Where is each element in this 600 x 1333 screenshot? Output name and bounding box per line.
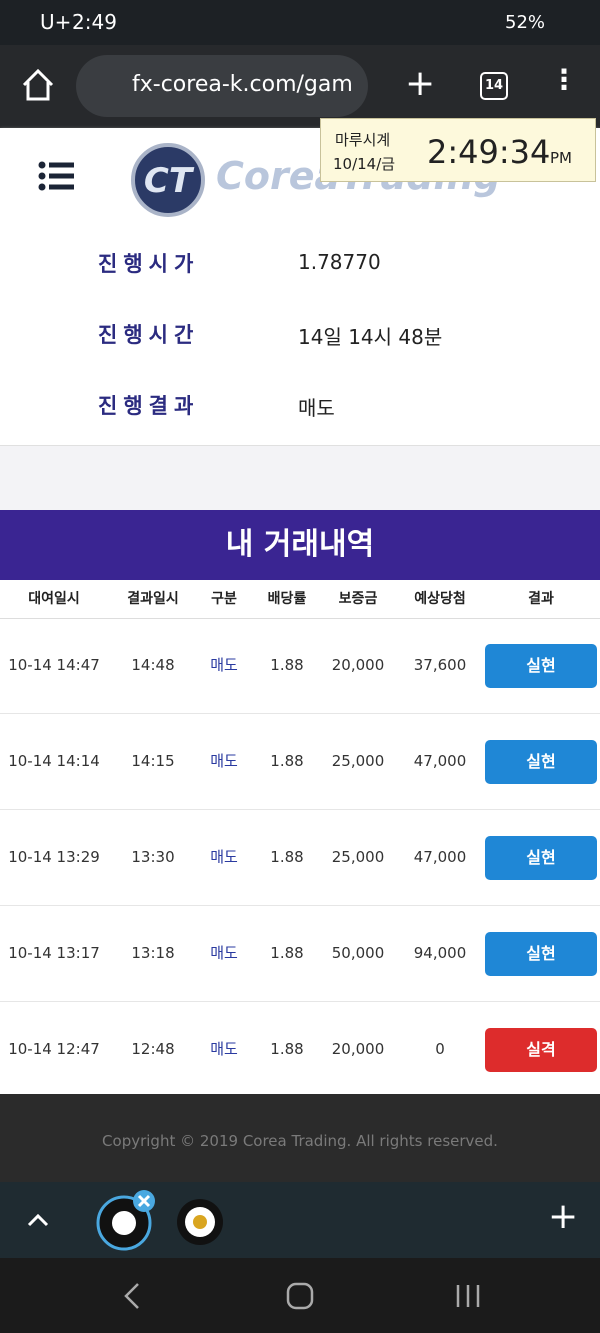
table-row: 10-14 12:47 12:48 매도 1.88 20,000 0 실격 [0,1002,600,1098]
column-header: 구분 [211,591,237,607]
result-button[interactable]: 실현 [485,644,597,688]
result-button[interactable]: 실현 [485,932,597,976]
new-tab[interactable]: + [405,63,436,104]
info-label: 진행결과 [98,394,200,418]
table-row: 10-14 14:47 14:48 매도 1.88 20,000 37,600 실현 [0,618,600,714]
result-button[interactable]: 실격 [485,1028,597,1072]
table-cell: 25,000 [331,752,385,770]
table-cell: 25,000 [331,848,385,866]
table-cell: 1.88 [270,944,304,962]
clock-time: 2:49:34 [427,133,551,171]
trade-type: 매도 [210,752,238,770]
clock-name: 마루시계 [335,131,391,149]
tab-count[interactable]: 14 [480,72,508,100]
table-cell: 1.88 [270,1040,304,1058]
table-row: 10-14 13:17 13:18 매도 1.88 50,000 94,000 실현 [0,906,600,1002]
info-label: 진행시가 [98,252,200,276]
table-cell: 94,000 [413,944,467,962]
info-value: 매도 [298,396,335,420]
time: 2:49 [72,10,117,34]
trade-type: 매도 [210,848,238,866]
url-box[interactable]: fx-corea-k.com/gam [76,55,368,117]
result-button[interactable]: 실현 [485,740,597,784]
tab-bubble[interactable] [94,1190,158,1252]
table-row: 10-14 13:29 13:30 매도 1.88 25,000 47,000 실현 [0,810,600,906]
column-header: 결과 [528,591,554,607]
menu[interactable]: ⋮ [550,63,578,96]
clock-ampm: PM [550,149,572,167]
table-cell: 10-14 14:47 [8,656,100,674]
table-cell: 10-14 13:29 [8,848,100,866]
history-title: 내 거래내역 [0,510,600,580]
add-button[interactable]: + [548,1196,579,1237]
logo-icon: CT [131,143,205,217]
clock-date: 10/14/금 [333,155,396,173]
table-cell: 47,000 [413,752,467,770]
column-header: 대여일시 [28,591,80,607]
info-value: 1.78770 [298,250,381,274]
table-row: 10-14 14:14 14:15 매도 1.88 25,000 47,000 실현 [0,714,600,810]
table-cell: 20,000 [331,656,385,674]
table-cell: 14:48 [131,656,175,674]
table-cell: 0 [435,1040,445,1058]
url: fx-corea-k.com/gam [132,72,353,97]
gap [0,446,600,510]
table-cell: 10-14 14:14 [8,752,100,770]
home-icon[interactable] [20,67,56,103]
table-cell: 13:30 [131,848,175,866]
result-button[interactable]: 실현 [485,836,597,880]
info-label: 진행시간 [98,323,200,347]
trade-type: 매도 [210,944,238,962]
column-header: 결과일시 [127,591,179,607]
table-cell: 12:48 [131,1040,175,1058]
hamburger[interactable] [38,161,74,191]
trade-type: 매도 [210,1040,238,1058]
table-cell: 50,000 [331,944,385,962]
svg-text:CT: CT [144,161,195,201]
table-cell: 10-14 13:17 [8,944,100,962]
table-cell: 1.88 [270,656,304,674]
table-body: 10-14 14:47 14:48 매도 1.88 20,000 37,600 실현 10-1… [0,618,600,1098]
carrier: U+ [40,10,72,34]
nav-buttons[interactable] [120,1280,480,1312]
info-value: 14일 14시 48분 [298,325,443,349]
table-cell: 13:18 [131,944,175,962]
browser-bar: fx-corea-k.com/gam + 14 ⋮ [0,45,600,128]
up-arrow[interactable] [26,1210,50,1230]
table-cell: 37,600 [413,656,467,674]
status-bar: U+ 2:49 52% [0,0,600,45]
table-cell: 1.88 [270,848,304,866]
table-cell: 20,000 [331,1040,385,1058]
column-header: 예상당첨 [414,591,466,607]
table-cell: 10-14 12:47 [8,1040,100,1058]
column-header: 보증금 [338,591,378,607]
battery: 52% [505,12,546,33]
trade-type: 매도 [210,656,238,674]
footer: Copyright © 2019 Corea Trading. All righ… [0,1094,600,1182]
table-cell: 47,000 [413,848,467,866]
clock-widget: 마루시계 10/14/금 2:49:34 PM [320,118,596,182]
nav-bar [0,1258,600,1333]
column-header: 배당률 [267,591,307,607]
table-header: 대여일시 결과일시 구분 배당률 보증금 예상당첨 결과 [0,580,600,619]
tab-bubble-2[interactable] [176,1198,224,1246]
table-cell: 1.88 [270,752,304,770]
table-cell: 14:15 [131,752,175,770]
bottom-toolbar: + [0,1182,600,1258]
